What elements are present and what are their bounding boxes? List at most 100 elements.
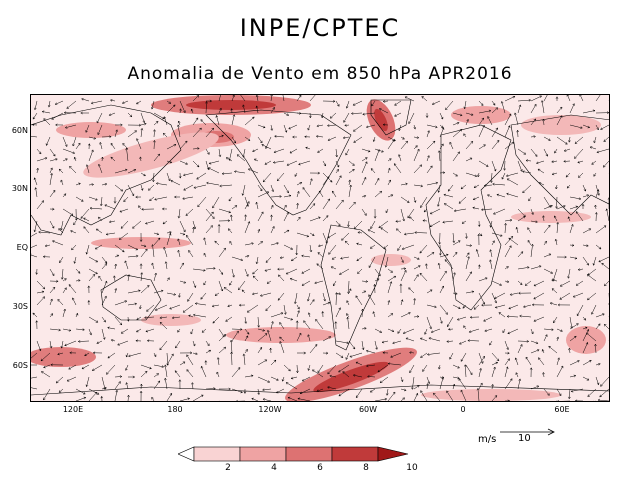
wind-vector-head xyxy=(594,204,597,208)
wind-vector-head xyxy=(460,359,464,362)
wind-vector xyxy=(579,95,584,102)
wind-vector-head xyxy=(552,278,556,282)
wind-vector xyxy=(40,352,51,362)
wind-vector xyxy=(307,124,311,131)
wind-vector-head xyxy=(104,386,107,390)
wind-vector-head xyxy=(264,359,268,362)
wind-vector-head xyxy=(257,228,261,232)
wind-vector-head xyxy=(166,363,170,366)
wind-vector-head xyxy=(394,103,397,106)
wind-vector-head xyxy=(424,332,427,335)
wind-vector-head xyxy=(527,266,530,269)
wind-vector xyxy=(195,303,207,306)
wind-vector-head xyxy=(401,260,404,264)
wind-vector xyxy=(327,386,337,390)
wind-vector xyxy=(179,232,185,235)
wind-vector-head xyxy=(42,255,46,259)
wind-vector xyxy=(59,168,64,174)
wind-vector-head xyxy=(560,329,563,332)
wind-vector-head xyxy=(55,380,59,384)
wind-vector-head xyxy=(195,117,199,121)
wind-vector-head xyxy=(441,376,445,379)
wind-vector xyxy=(166,172,171,181)
wind-vector-head xyxy=(509,245,512,248)
wind-vector xyxy=(383,244,389,249)
wind-vector-head xyxy=(589,146,593,149)
wind-vector xyxy=(127,244,138,251)
wind-vector-head xyxy=(223,247,226,251)
wind-vector xyxy=(83,217,90,222)
wind-vector xyxy=(347,317,350,330)
wind-vector xyxy=(183,184,194,191)
wind-vector-head xyxy=(317,370,321,374)
wind-vector-head xyxy=(216,371,219,375)
wind-vector-head xyxy=(261,144,265,147)
wind-vector-head xyxy=(365,280,369,283)
wind-vector-head xyxy=(154,197,157,201)
wind-vector-head xyxy=(583,188,587,192)
wind-vector xyxy=(49,340,52,349)
wind-vector-head xyxy=(213,267,216,270)
wind-vector xyxy=(354,220,363,229)
wind-vector xyxy=(289,148,298,154)
wind-vector xyxy=(587,292,597,301)
wind-vector xyxy=(517,208,526,217)
wind-vector-head xyxy=(307,127,310,131)
wind-vector-head xyxy=(486,194,490,197)
wind-vector xyxy=(212,316,220,324)
wind-vector-head xyxy=(500,100,504,104)
wind-vector xyxy=(362,112,376,115)
legend-swatch-1 xyxy=(193,446,241,462)
wind-vector-head xyxy=(445,253,449,257)
wind-vector-head xyxy=(409,370,412,374)
wind-vector-head xyxy=(251,242,254,245)
wind-vector-head xyxy=(244,214,247,217)
wind-vector-head xyxy=(273,359,277,363)
wind-vector xyxy=(58,228,64,234)
wind-vector xyxy=(428,337,441,342)
wind-vector-head xyxy=(227,304,230,308)
wind-vector-head xyxy=(306,234,310,238)
wind-vector-head xyxy=(221,172,225,176)
wind-vector xyxy=(205,225,213,234)
wind-vector-head xyxy=(58,228,61,231)
wind-vector-head xyxy=(228,387,231,391)
wind-vector xyxy=(123,196,129,202)
wind-vector xyxy=(414,232,428,234)
wind-vector-head xyxy=(556,336,559,340)
wind-vector-head xyxy=(236,330,239,334)
wind-vector-head xyxy=(216,357,220,360)
wind-vector xyxy=(31,244,38,248)
map-canvas xyxy=(31,95,609,401)
wind-vector xyxy=(140,244,147,247)
wind-vector-head xyxy=(578,197,582,201)
wind-vector-head xyxy=(601,262,604,266)
wind-vector xyxy=(462,304,467,309)
wind-vector xyxy=(530,349,540,354)
wind-vector xyxy=(257,184,263,192)
wind-vector xyxy=(519,315,532,318)
wind-vector-head xyxy=(480,208,484,212)
wind-vector-head xyxy=(413,297,416,301)
wind-vector-head xyxy=(575,211,579,214)
wind-vector xyxy=(49,173,53,186)
wind-vector xyxy=(357,232,363,234)
wind-vector-head xyxy=(589,360,592,363)
wind-vector xyxy=(59,256,64,263)
wind-vector xyxy=(43,388,51,401)
wind-vector-head xyxy=(242,155,245,158)
wind-vector-head xyxy=(345,152,348,156)
wind-vector xyxy=(296,232,309,237)
wind-vector xyxy=(322,400,323,401)
wind-vector-head xyxy=(441,285,445,289)
wind-vector-head xyxy=(535,341,539,345)
wind-vector xyxy=(452,252,458,258)
wind-vector-head xyxy=(83,396,87,400)
wind-vector xyxy=(302,187,311,198)
wind-vector-head xyxy=(343,120,346,123)
wind-vector xyxy=(444,259,454,270)
wind-vector-head xyxy=(352,374,356,377)
wind-vector-head xyxy=(58,390,62,393)
wind-vector-head xyxy=(59,260,62,264)
wind-vector xyxy=(227,304,233,307)
